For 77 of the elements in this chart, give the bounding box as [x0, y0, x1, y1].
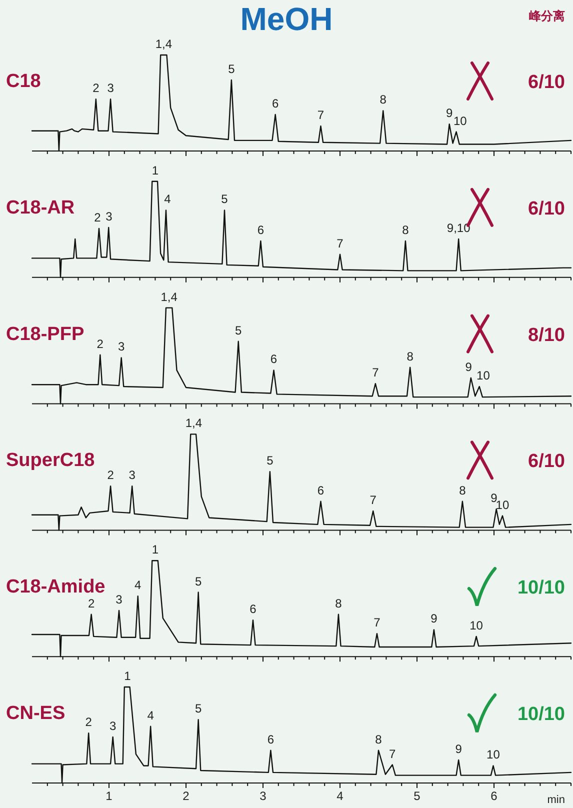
annotation: 4: [134, 578, 142, 592]
annotation: 5: [235, 323, 242, 338]
annotation: 2: [85, 715, 92, 730]
annotation: 1,4: [155, 37, 172, 51]
annotation: 6: [270, 352, 278, 366]
annotation: 10: [486, 748, 500, 762]
annotation: 8: [402, 222, 410, 237]
text: C18: [6, 71, 41, 92]
annotation: 1,4: [185, 416, 202, 430]
x-tick-label: 2: [182, 789, 190, 803]
annotation: 3: [116, 592, 123, 607]
text: MeOH: [240, 1, 333, 37]
text: SuperC18: [6, 450, 95, 472]
x-tick-label: 4: [336, 789, 344, 803]
annotation: 3: [128, 468, 136, 482]
annotation: 7: [336, 236, 344, 250]
annotation: 5: [194, 702, 202, 716]
annotation: 6: [317, 483, 324, 498]
annotation: 7: [317, 108, 324, 122]
annotation: 8: [406, 349, 414, 364]
text: C18-Amide: [6, 576, 106, 598]
annotation: 2: [94, 210, 102, 224]
annotation: 9,10: [446, 221, 471, 235]
annotation: 1: [152, 163, 159, 178]
annotation: 2: [96, 336, 104, 351]
annotation: 6: [267, 732, 274, 746]
annotation: 8: [459, 483, 466, 498]
x-tick-label: 3: [260, 789, 267, 803]
annotation: 8: [335, 596, 342, 610]
annotation: 3: [110, 718, 117, 733]
text: 8/10: [528, 324, 565, 346]
x-tick-label: 5: [414, 789, 421, 803]
annotation: 2: [92, 81, 100, 96]
annotation: 7: [370, 493, 377, 507]
annotation: 8: [380, 92, 387, 107]
text: C18-PFP: [6, 324, 84, 345]
text: 峰分离: [529, 9, 565, 23]
annotation: 5: [266, 454, 274, 468]
annotation: 7: [389, 746, 396, 761]
x-tick-label: 1: [106, 789, 113, 803]
text: 10/10: [517, 704, 565, 725]
annotation: 9: [446, 106, 453, 120]
annotation: 9: [455, 742, 462, 756]
x-tick-label: 6: [490, 789, 498, 803]
annotation: 9: [490, 491, 498, 506]
annotation: 7: [374, 616, 381, 630]
annotation: 7: [372, 366, 380, 380]
annotation: 4: [147, 708, 154, 722]
annotation: 3: [106, 209, 113, 224]
annotation: 1: [152, 542, 159, 557]
annotation: 6: [250, 602, 257, 616]
annotation: 6: [272, 96, 279, 111]
annotation: 5: [221, 192, 228, 206]
text: 6/10: [528, 451, 565, 472]
text: 6/10: [528, 72, 565, 93]
annotation: 5: [228, 62, 236, 76]
annotation: 10: [453, 114, 468, 128]
annotation: 6: [257, 222, 264, 237]
text: 10/10: [517, 578, 565, 599]
annotation: 10: [496, 498, 510, 512]
annotation: 10: [476, 368, 490, 383]
annotation: 3: [107, 81, 114, 96]
annotation: 9: [465, 360, 472, 374]
text: 6/10: [528, 198, 565, 220]
annotation: 1: [124, 669, 132, 683]
annotation: 9: [430, 612, 438, 626]
annotation: 10: [470, 618, 484, 632]
annotation: 3: [118, 340, 125, 354]
annotation: 1,4: [160, 290, 178, 304]
annotation: 5: [194, 574, 202, 588]
annotation: 2: [88, 596, 95, 610]
text: C18-AR: [6, 197, 75, 218]
text: CN-ES: [6, 703, 66, 724]
annotation: 8: [375, 732, 382, 746]
x-axis-title: min: [547, 794, 565, 806]
annotation: 2: [107, 468, 114, 482]
annotation: 4: [164, 192, 172, 206]
